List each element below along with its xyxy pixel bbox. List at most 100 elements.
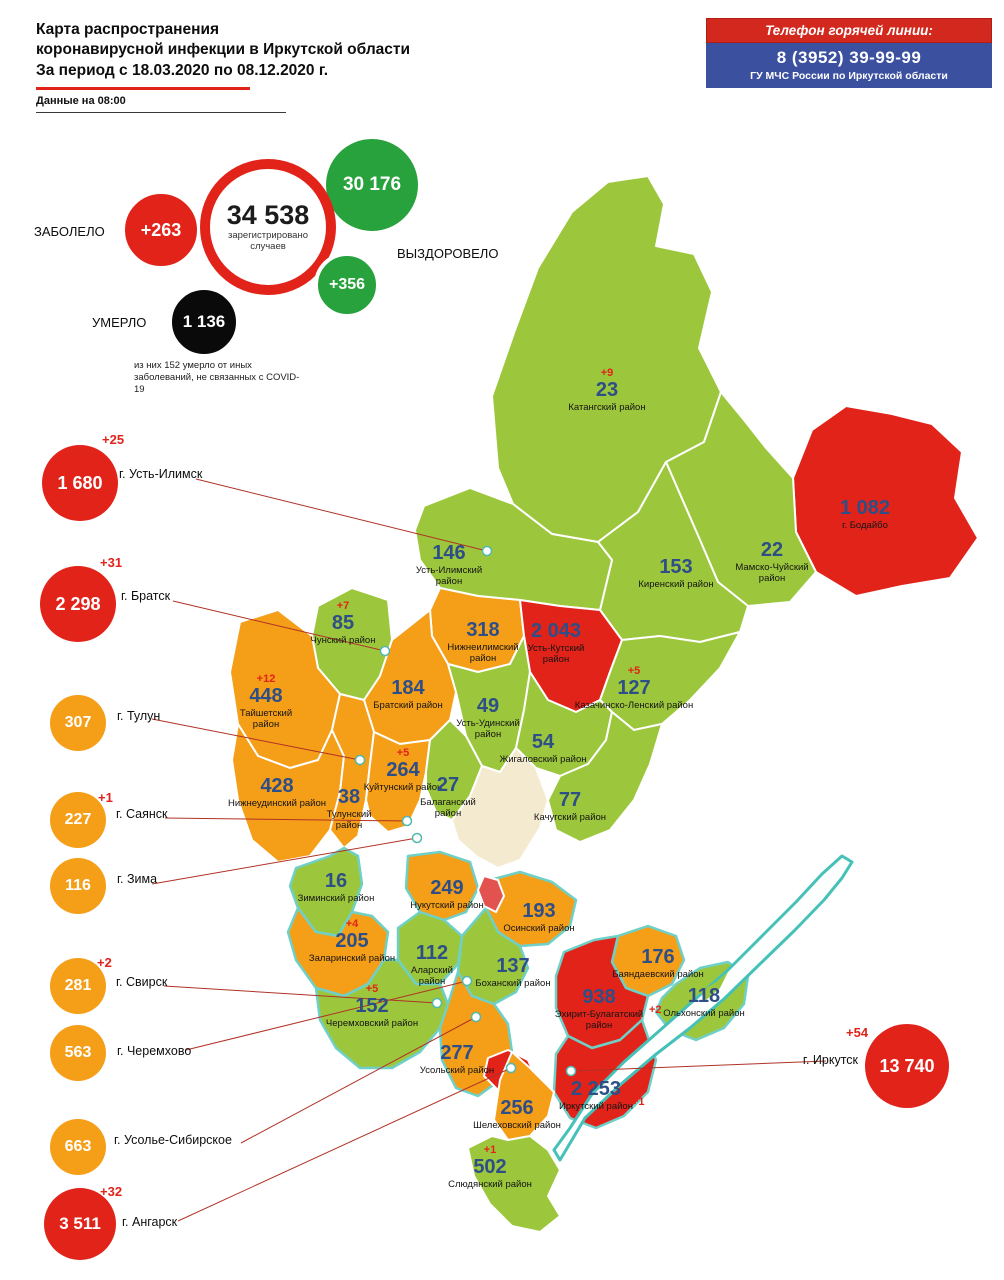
region-delta: +2 [649,1004,662,1016]
region-value: 448 [249,685,283,707]
city-name: г. Усть-Илимск [119,467,203,481]
leader-cheremkhovo [185,980,468,1051]
hotline-phone: 8 (3952) 39-99-99 [776,48,922,67]
region-value: 54 [531,731,555,753]
region-delta: +1 [483,1144,497,1156]
region-delta: +7 [336,600,350,612]
region-value: 318 [466,619,500,641]
region-shape-bodaibo [792,405,979,597]
region-marker-katangsky: +9 23 Катангский район [547,366,667,413]
leader-angarsk [177,1067,512,1222]
region-marker-kachugsky: 77 Качугский район [531,790,609,824]
city-badge-bratsk: 2 298 [40,566,116,642]
region-marker-osinsky: 193 Осинский район [500,900,578,935]
region-marker-cheremkhovsky: +5 152 Черемховский район [320,982,424,1029]
region-value: 2 043 [530,620,582,642]
city-delta: +25 [102,432,125,447]
region-name: Эхирит-Булагатский район [554,1009,644,1032]
city-badge-cheremkhovo: 563 [50,1025,106,1081]
region-name: Усть-Удинский район [456,718,520,741]
region-value: 428 [260,775,294,797]
city-count: 13 740 [879,1055,935,1076]
city-name: г. Свирск [116,975,168,989]
region-name: Усольский район [419,1065,495,1076]
city-badge-ust-ilimsk: 1 680 [42,445,118,521]
region-marker-kazachinsko-lensky: +5 127 Казачинско-Ленский район [569,664,699,711]
city-count: 563 [64,1044,92,1061]
title-underline [36,87,250,90]
region-name: Жигаловский район [499,754,587,765]
region-value: 152 [355,995,389,1017]
city-name: г. Иркутск [802,1053,858,1067]
region-delta: +4 [345,918,359,930]
region-marker-olkhonsky: 118 Ольхонский район [661,986,747,1020]
region-marker-slyudyansky: +1 502 Слюдянский район [448,1143,532,1190]
sick-delta: +263 [140,219,182,240]
region-value: 193 [522,900,556,922]
region-value: 85 [331,612,355,634]
city-dot-cheremkhovo [461,975,473,987]
region-name: Нукутский район [410,900,484,911]
region-value: 27 [436,774,460,796]
region-value: 16 [324,870,348,892]
region-delta: +5 [365,983,379,995]
city-name: г. Усолье-Сибирское [114,1133,232,1147]
region-name: Зиминский район [297,893,375,904]
region-name: Шелеховский район [473,1120,561,1131]
region-name: Слюдянский район [448,1179,532,1190]
region-marker-ziminsky: 16 Зиминский район [292,870,380,905]
region-marker-tulunsky: 38 Тулунский район [313,787,385,832]
region-marker-kirensky: 153 Киренский район [636,557,716,591]
recovered-label: ВЫЗДОРОВЕЛО [397,246,499,261]
small-red-area [477,875,505,913]
region-value: 264 [386,759,420,781]
region-marker-ust-udinsky: 49 Усть-Удинский район [446,696,530,741]
region-value: 256 [500,1097,534,1119]
region-marker-mamsko-chuisky: 22 Мамско-Чуйский район [722,539,822,585]
hotline-box: Телефон горячей линии: 8 (3952) 39-99-99… [706,18,992,88]
title-line-2: коронавирусной инфекции в Иркутской обла… [36,41,411,59]
region-value: 112 [415,942,449,964]
city-badge-angarsk: 3 511 [44,1188,116,1260]
data-timestamp: Данные на 08:00 [36,95,126,107]
region-value: 22 [760,539,784,561]
region-delta: +9 [600,367,614,379]
region-value: 205 [335,930,369,952]
lake-baikal [552,854,854,1162]
leader-bratsk [172,600,386,652]
city-count: 663 [64,1138,92,1155]
city-badge-irkutsk: 13 740 [865,1024,949,1108]
region-name: Нижнеилимский район [447,642,519,665]
leader-svirsk [163,985,438,1004]
city-dot-bratsk [379,645,391,657]
leader-ust-ilimsk [195,478,488,552]
region-name: Иркутский район [559,1101,633,1112]
region-value: 277 [440,1042,474,1064]
region-marker-ekhirit-bulagatsky: +2 938 Эхирит-Булагатский район [543,986,662,1032]
died-badge: 1 136 [168,286,240,358]
region-marker-bokhansky: 137 Боханский район [473,956,553,990]
registered-value: 34 538 [226,199,310,230]
region-name: Аларский район [411,965,453,988]
region-name: Боханский район [475,978,551,989]
region-marker-nukutsky: 249 Нукутский район [408,878,486,912]
region-value: 502 [473,1156,507,1178]
registered-label: зарегистрировано случаев [228,230,308,253]
title-line-1: Карта распространения [36,21,220,38]
region-shape-kazachinsko-lensky [599,631,741,731]
recovered-badge: 30 176 [322,135,422,235]
region-value: 127 [617,677,651,699]
city-name: г. Зима [117,872,158,886]
region-shape-shelekhovsky [493,1051,555,1141]
recovered-delta: +356 [328,276,366,293]
city-delta: +1 [98,790,113,805]
region-name: Заларинский район [308,953,396,964]
region-name: Чунский район [310,635,376,646]
region-value: 938 [582,986,616,1008]
hotline-body: 8 (3952) 39-99-99 ГУ МЧС России по Иркут… [706,43,992,88]
region-name: Баяндаевский район [612,969,704,980]
region-value: 184 [391,677,425,699]
region-marker-balagansky: 27 Балаганский район [406,774,490,820]
city-count: 3 511 [59,1214,101,1233]
